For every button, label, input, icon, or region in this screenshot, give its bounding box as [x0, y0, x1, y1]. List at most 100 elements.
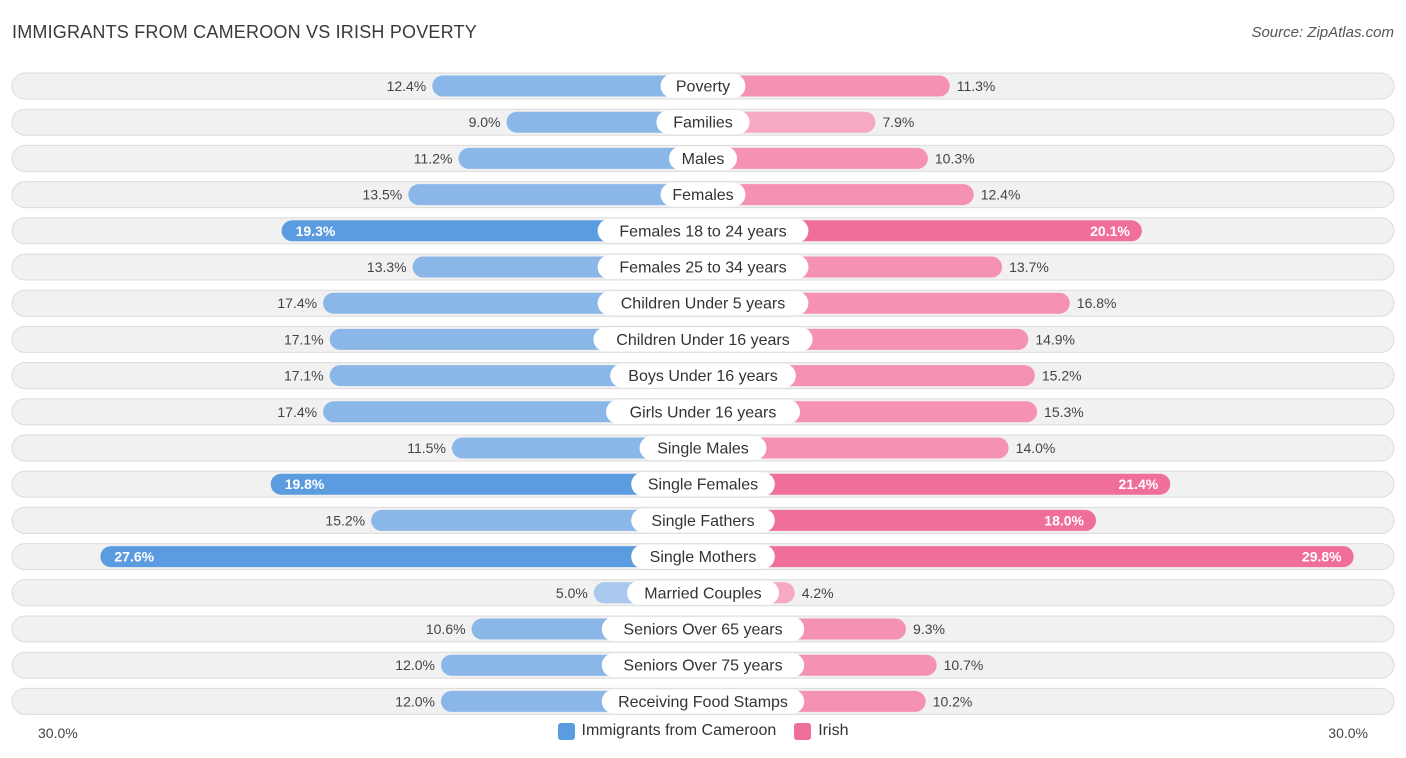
category-label-single-mothers: Single Mothers	[650, 549, 757, 566]
legend-label-irish: Irish	[818, 722, 849, 739]
category-label-single-fathers: Single Fathers	[651, 513, 754, 530]
bar-irish-females	[703, 184, 974, 206]
legend-swatch-irish	[794, 722, 812, 740]
value-label-irish-poverty: 11.3%	[957, 78, 996, 94]
bar-cameroon-males	[458, 147, 703, 169]
chart-title: IMMIGRANTS FROM CAMEROON VS IRISH POVERT…	[12, 22, 477, 42]
category-pill-single-mothers	[631, 544, 775, 569]
value-label-cameroon-single-mothers: 27.6%	[114, 549, 154, 565]
value-label-irish-single-males: 14.0%	[1016, 440, 1056, 456]
value-label-cameroon-males: 11.2%	[414, 150, 453, 166]
value-label-cameroon-poverty: 12.4%	[387, 78, 427, 94]
category-pill-single-males	[639, 436, 767, 460]
legend-item-irish: Irish	[794, 722, 848, 740]
bar-cameroon-single-males	[451, 437, 703, 459]
bar-irish-single-mothers	[703, 546, 1354, 568]
value-label-irish-girls-under-16-years: 15.3%	[1044, 404, 1084, 420]
category-pill-children-under-16-years	[593, 327, 813, 352]
category-pill-children-under-5-years	[597, 291, 809, 316]
value-label-cameroon-females-18-to-24-years: 19.3%	[296, 223, 336, 239]
value-label-irish-children-under-5-years: 16.8%	[1077, 295, 1117, 311]
value-label-irish-males: 10.3%	[935, 150, 975, 166]
value-label-cameroon-seniors-over-75-years: 12.0%	[395, 657, 435, 673]
category-label-females: Females	[672, 187, 733, 204]
value-label-cameroon-girls-under-16-years: 17.4%	[277, 404, 317, 420]
value-label-irish-seniors-over-65-years: 9.3%	[913, 621, 945, 637]
value-label-irish-receiving-food-stamps: 10.2%	[933, 693, 973, 709]
category-pill-females-25-to-34-years	[597, 255, 809, 279]
value-label-irish-females-18-to-24-years: 20.1%	[1090, 223, 1130, 239]
category-pill-females	[660, 182, 746, 207]
bar-irish-single-fathers	[703, 509, 1096, 531]
category-label-females-18-to-24-years: Females 18 to 24 years	[619, 223, 786, 240]
value-label-cameroon-females: 13.5%	[363, 187, 403, 203]
value-label-cameroon-single-females: 19.8%	[285, 476, 325, 492]
value-label-irish-single-females: 21.4%	[1119, 476, 1159, 492]
legend-swatch-cameroon	[557, 722, 575, 740]
legend: Immigrants from Cameroon Irish	[0, 722, 1406, 740]
diverging-bar-chart: Poverty 12.4% 11.3% Families 9.0% 7.9% Males 11…	[11, 72, 1395, 715]
bar-cameroon-females	[408, 184, 703, 206]
legend-label-cameroon: Immigrants from Cameroon	[581, 722, 777, 739]
bar-cameroon-females-18-to-24-years	[281, 220, 703, 242]
category-pill-poverty	[660, 74, 746, 98]
bar-irish-poverty	[703, 75, 950, 97]
category-pill-females-18-to-24-years	[597, 218, 809, 243]
category-label-boys-under-16-years: Boys Under 16 years	[628, 368, 777, 385]
category-label-seniors-over-65-years: Seniors Over 65 years	[623, 622, 782, 639]
category-label-married-couples: Married Couples	[644, 585, 761, 602]
category-pill-married-couples	[627, 580, 779, 605]
value-label-cameroon-boys-under-16-years: 17.1%	[284, 368, 324, 384]
category-label-girls-under-16-years: Girls Under 16 years	[630, 404, 777, 421]
bar-cameroon-single-fathers	[371, 509, 703, 531]
category-pill-families	[656, 110, 750, 135]
value-label-cameroon-married-couples: 5.0%	[556, 585, 588, 601]
bar-cameroon-poverty	[432, 75, 703, 97]
value-label-irish-single-fathers: 18.0%	[1044, 512, 1084, 528]
bar-irish-single-males	[703, 437, 1009, 459]
category-label-single-males: Single Males	[657, 441, 749, 458]
value-label-cameroon-females-25-to-34-years: 13.3%	[367, 259, 407, 275]
category-pill-males	[669, 146, 737, 171]
category-pill-seniors-over-75-years	[601, 653, 805, 678]
value-label-irish-children-under-16-years: 14.9%	[1035, 331, 1075, 347]
value-label-cameroon-single-fathers: 15.2%	[325, 512, 365, 528]
value-label-irish-females-25-to-34-years: 13.7%	[1009, 259, 1049, 275]
value-label-irish-families: 7.9%	[882, 114, 914, 130]
category-pill-single-females	[631, 472, 775, 497]
value-label-irish-seniors-over-75-years: 10.7%	[944, 657, 984, 673]
category-label-families: Families	[673, 115, 733, 132]
bar-irish-single-females	[703, 473, 1171, 495]
bar-cameroon-families	[506, 111, 703, 133]
category-label-males: Males	[682, 151, 725, 168]
bar-irish-males	[703, 147, 928, 169]
bar-cameroon-single-mothers	[100, 546, 703, 568]
category-label-children-under-16-years: Children Under 16 years	[616, 332, 789, 349]
category-label-females-25-to-34-years: Females 25 to 34 years	[619, 260, 786, 277]
value-label-cameroon-children-under-5-years: 17.4%	[277, 295, 317, 311]
value-label-irish-boys-under-16-years: 15.2%	[1042, 368, 1082, 384]
bar-cameroon-boys-under-16-years	[329, 365, 703, 387]
value-label-cameroon-children-under-16-years: 17.1%	[284, 331, 324, 347]
category-pill-seniors-over-65-years	[601, 617, 805, 641]
legend-item-cameroon: Immigrants from Cameroon	[557, 722, 777, 740]
value-label-irish-single-mothers: 29.8%	[1302, 549, 1342, 565]
source-credit: Source: ZipAtlas.com	[1251, 24, 1394, 41]
value-label-cameroon-receiving-food-stamps: 12.0%	[395, 693, 435, 709]
category-pill-receiving-food-stamps	[601, 689, 805, 714]
bar-cameroon-single-females	[270, 473, 703, 495]
bar-irish-females-18-to-24-years	[703, 220, 1142, 242]
category-label-poverty: Poverty	[676, 79, 730, 96]
axis-label-left: 30.0%	[38, 725, 78, 741]
category-label-children-under-5-years: Children Under 5 years	[621, 296, 786, 313]
value-label-cameroon-families: 9.0%	[469, 114, 501, 130]
axis-label-right: 30.0%	[1328, 725, 1368, 741]
value-label-cameroon-single-males: 11.5%	[407, 440, 446, 456]
value-label-irish-females: 12.4%	[981, 187, 1021, 203]
category-label-single-females: Single Females	[648, 477, 758, 494]
category-label-receiving-food-stamps: Receiving Food Stamps	[618, 694, 788, 711]
value-label-cameroon-seniors-over-65-years: 10.6%	[426, 621, 466, 637]
category-pill-girls-under-16-years	[606, 399, 800, 424]
category-label-seniors-over-75-years: Seniors Over 75 years	[623, 658, 782, 675]
value-label-irish-married-couples: 4.2%	[802, 585, 834, 601]
